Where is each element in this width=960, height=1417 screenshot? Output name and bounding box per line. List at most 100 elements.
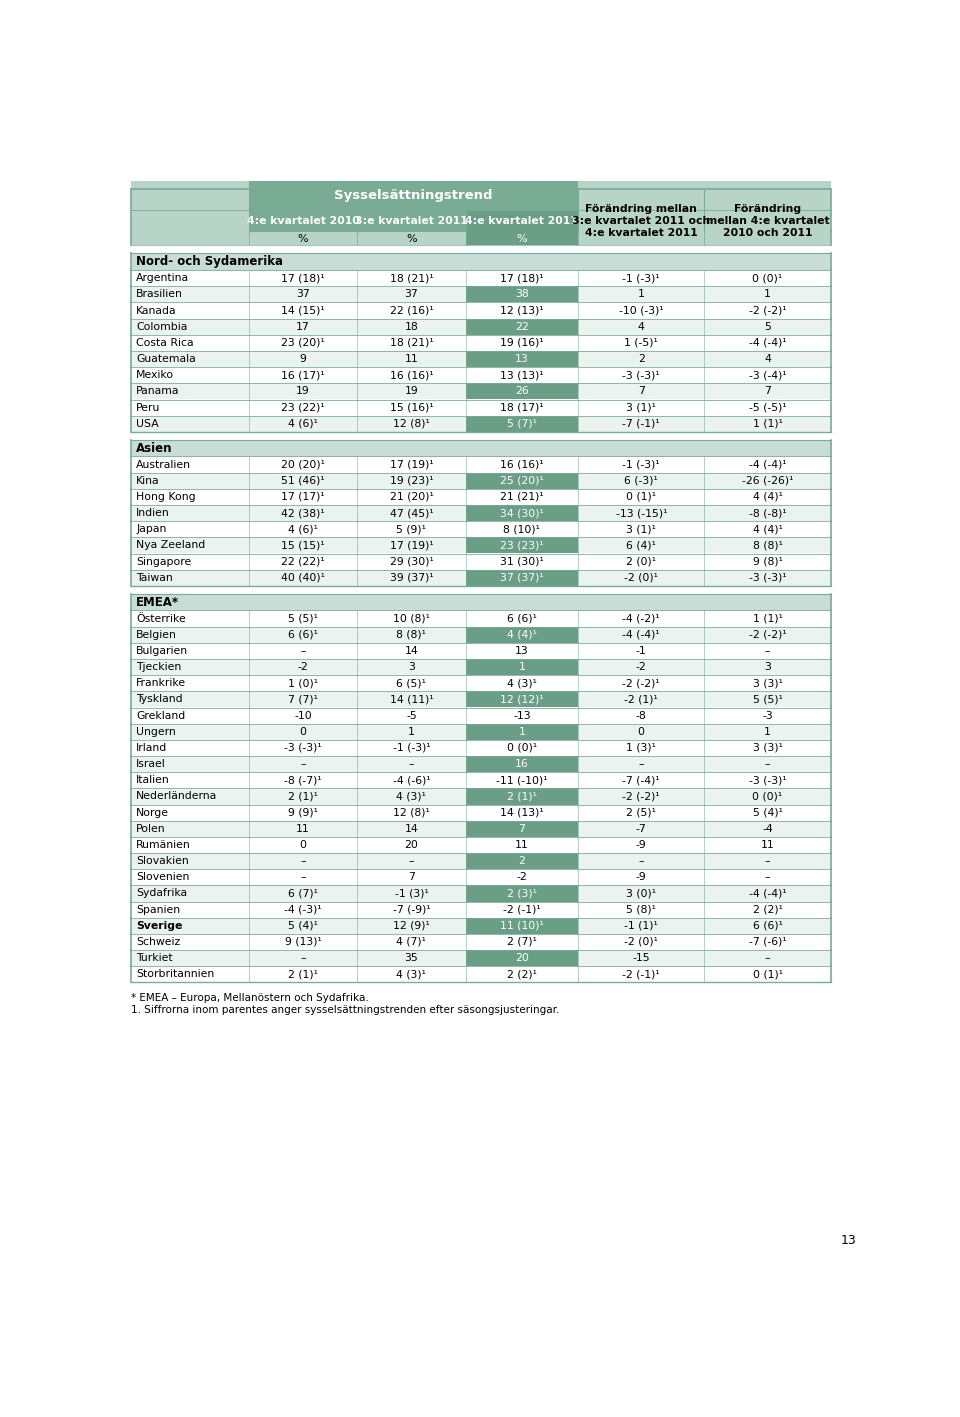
Bar bbox=[466, 231, 578, 245]
Text: 11: 11 bbox=[404, 354, 419, 364]
Bar bbox=[131, 853, 830, 869]
Text: 6 (7)¹: 6 (7)¹ bbox=[288, 888, 318, 898]
Text: -2 (0)¹: -2 (0)¹ bbox=[624, 572, 659, 582]
Text: Australien: Australien bbox=[136, 459, 191, 469]
Text: 26: 26 bbox=[515, 387, 529, 397]
Text: -4 (-6)¹: -4 (-6)¹ bbox=[393, 775, 430, 785]
Text: –: – bbox=[300, 856, 305, 866]
Text: Slovenien: Slovenien bbox=[136, 873, 190, 883]
Text: 11: 11 bbox=[296, 823, 310, 833]
Text: 4:e kvartalet 2010: 4:e kvartalet 2010 bbox=[247, 215, 359, 225]
Text: 10 (8)¹: 10 (8)¹ bbox=[393, 614, 430, 623]
Text: 3 (3)¹: 3 (3)¹ bbox=[753, 743, 782, 752]
Text: 5 (9)¹: 5 (9)¹ bbox=[396, 524, 426, 534]
Text: 18: 18 bbox=[404, 322, 419, 332]
Text: Brasilien: Brasilien bbox=[136, 289, 183, 299]
Text: Taiwan: Taiwan bbox=[136, 572, 173, 582]
Text: 12 (12)¹: 12 (12)¹ bbox=[500, 694, 543, 704]
Text: Sydafrika: Sydafrika bbox=[136, 888, 187, 898]
Text: 6 (-3)¹: 6 (-3)¹ bbox=[624, 476, 658, 486]
Text: Förändring mellan
3:e kvartalet 2011 och
4:e kvartalet 2011: Förändring mellan 3:e kvartalet 2011 och… bbox=[572, 204, 710, 238]
Text: 5 (4)¹: 5 (4)¹ bbox=[288, 921, 318, 931]
Text: 4 (3)¹: 4 (3)¹ bbox=[507, 679, 537, 689]
Text: 8 (10)¹: 8 (10)¹ bbox=[503, 524, 540, 534]
Text: 8 (8)¹: 8 (8)¹ bbox=[753, 540, 782, 550]
Text: 9 (8)¹: 9 (8)¹ bbox=[753, 557, 782, 567]
Text: -4 (-4)¹: -4 (-4)¹ bbox=[749, 459, 786, 469]
Bar bbox=[466, 537, 578, 554]
Bar bbox=[131, 740, 830, 757]
Bar bbox=[131, 901, 830, 918]
Text: 37: 37 bbox=[404, 289, 419, 299]
Text: 6 (4)¹: 6 (4)¹ bbox=[626, 540, 656, 550]
Text: 3:e kvartalet 2011: 3:e kvartalet 2011 bbox=[355, 215, 468, 225]
Text: -4 (-4)¹: -4 (-4)¹ bbox=[749, 888, 786, 898]
Bar bbox=[466, 853, 578, 869]
Text: -2 (-2)¹: -2 (-2)¹ bbox=[749, 306, 786, 316]
Text: -13: -13 bbox=[513, 710, 531, 721]
Bar bbox=[131, 570, 830, 585]
Text: 6 (5)¹: 6 (5)¹ bbox=[396, 679, 426, 689]
Text: 14: 14 bbox=[404, 646, 419, 656]
Text: Schweiz: Schweiz bbox=[136, 937, 180, 947]
Bar bbox=[131, 674, 830, 691]
Text: Tjeckien: Tjeckien bbox=[136, 662, 181, 672]
Text: 47 (45)¹: 47 (45)¹ bbox=[390, 509, 433, 519]
Text: Israel: Israel bbox=[136, 760, 166, 769]
Text: -13 (-15)¹: -13 (-15)¹ bbox=[615, 509, 667, 519]
Bar bbox=[466, 691, 578, 707]
Text: -11 (-10)¹: -11 (-10)¹ bbox=[496, 775, 547, 785]
Bar bbox=[466, 504, 578, 521]
Text: -2: -2 bbox=[298, 662, 308, 672]
Text: 16 (16)¹: 16 (16)¹ bbox=[390, 370, 433, 380]
Text: -2: -2 bbox=[516, 873, 527, 883]
Text: -2 (0)¹: -2 (0)¹ bbox=[624, 937, 659, 947]
Text: 2 (3)¹: 2 (3)¹ bbox=[507, 888, 537, 898]
Bar bbox=[131, 788, 830, 805]
Text: –: – bbox=[638, 760, 644, 769]
Text: 12 (13)¹: 12 (13)¹ bbox=[500, 306, 543, 316]
Text: 14 (13)¹: 14 (13)¹ bbox=[500, 808, 543, 818]
Text: –: – bbox=[409, 856, 414, 866]
Text: 17 (18)¹: 17 (18)¹ bbox=[500, 273, 543, 283]
Text: 23 (23)¹: 23 (23)¹ bbox=[500, 540, 543, 550]
Text: Förändring
mellan 4:e kvartalet
2010 och 2011: Förändring mellan 4:e kvartalet 2010 och… bbox=[706, 204, 829, 238]
Text: Grekland: Grekland bbox=[136, 710, 185, 721]
Text: 3: 3 bbox=[408, 662, 415, 672]
Text: Spanien: Spanien bbox=[136, 904, 180, 914]
Text: –: – bbox=[765, 646, 770, 656]
Text: 13: 13 bbox=[841, 1234, 856, 1247]
Bar bbox=[466, 570, 578, 585]
Text: 20: 20 bbox=[515, 954, 529, 964]
Text: 19 (23)¹: 19 (23)¹ bbox=[390, 476, 433, 486]
Text: Österrike: Österrike bbox=[136, 614, 186, 623]
Text: 4 (6)¹: 4 (6)¹ bbox=[288, 419, 318, 429]
Bar bbox=[131, 594, 830, 611]
Text: EMEA*: EMEA* bbox=[136, 595, 180, 608]
Text: -7 (-1)¹: -7 (-1)¹ bbox=[622, 419, 660, 429]
Text: Italien: Italien bbox=[136, 775, 170, 785]
Text: 3 (1)¹: 3 (1)¹ bbox=[626, 402, 656, 412]
Text: 18 (17)¹: 18 (17)¹ bbox=[500, 402, 543, 412]
Text: 22 (16)¹: 22 (16)¹ bbox=[390, 306, 433, 316]
Text: -9: -9 bbox=[636, 840, 647, 850]
Text: 0: 0 bbox=[300, 840, 306, 850]
Text: 4:e kvartalet 2011: 4:e kvartalet 2011 bbox=[466, 215, 578, 225]
Bar bbox=[131, 415, 830, 432]
Bar bbox=[131, 334, 830, 351]
Text: –: – bbox=[300, 646, 305, 656]
Text: 7: 7 bbox=[518, 823, 525, 833]
Text: Nya Zeeland: Nya Zeeland bbox=[136, 540, 205, 550]
Bar bbox=[705, 181, 830, 210]
Bar bbox=[357, 210, 466, 231]
Text: -1 (-3)¹: -1 (-3)¹ bbox=[622, 273, 660, 283]
Text: 37: 37 bbox=[296, 289, 310, 299]
Text: -8 (-7)¹: -8 (-7)¹ bbox=[284, 775, 322, 785]
Bar bbox=[466, 384, 578, 400]
Bar bbox=[578, 210, 705, 231]
Bar bbox=[131, 181, 249, 210]
Text: -2: -2 bbox=[636, 662, 647, 672]
Text: 13: 13 bbox=[515, 354, 529, 364]
Bar bbox=[131, 659, 830, 674]
Text: 6 (6)¹: 6 (6)¹ bbox=[288, 629, 318, 639]
